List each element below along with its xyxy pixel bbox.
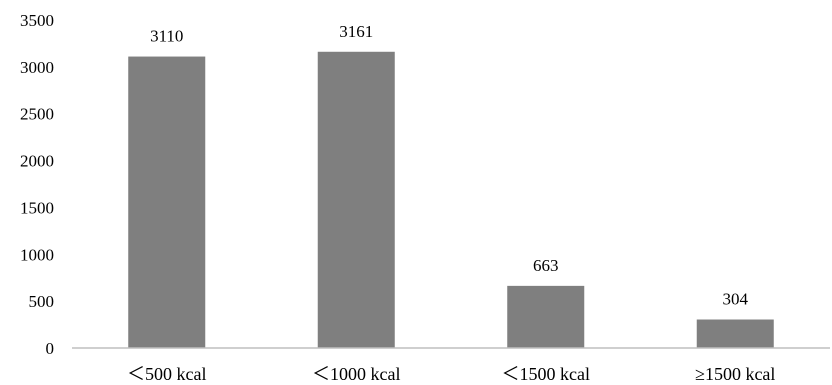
bar	[507, 285, 585, 348]
y-tick-label: 2500	[20, 105, 54, 124]
data-label: 3161	[339, 22, 373, 41]
data-labels-group: 3110 3161 663 304	[150, 22, 748, 309]
bars-group	[128, 51, 774, 349]
bar	[696, 319, 774, 348]
bar	[128, 56, 206, 348]
x-tick-label: ≥1500 kcal	[695, 364, 775, 384]
y-tick-label: 1000	[20, 245, 54, 264]
y-tick-label: 500	[29, 292, 55, 311]
x-axis: ＜500 kcal ＜1000 kcal ＜1500 kcal ≥1500 kcal	[127, 364, 775, 384]
y-axis: 0 500 1000 1500 2000 2500 3000 3500	[20, 11, 54, 358]
bar	[317, 51, 395, 349]
data-label: 3110	[150, 27, 183, 46]
x-tick-label: ＜1000 kcal	[312, 364, 400, 384]
data-label: 663	[533, 256, 559, 275]
y-tick-label: 1500	[20, 198, 54, 217]
data-label: 304	[723, 290, 749, 309]
y-tick-label: 2000	[20, 152, 54, 171]
x-tick-label: ＜500 kcal	[127, 364, 206, 384]
y-tick-label: 3500	[20, 11, 54, 30]
x-tick-label: ＜1500 kcal	[502, 364, 590, 384]
y-tick-label: 3000	[20, 58, 54, 77]
y-tick-label: 0	[46, 339, 55, 358]
